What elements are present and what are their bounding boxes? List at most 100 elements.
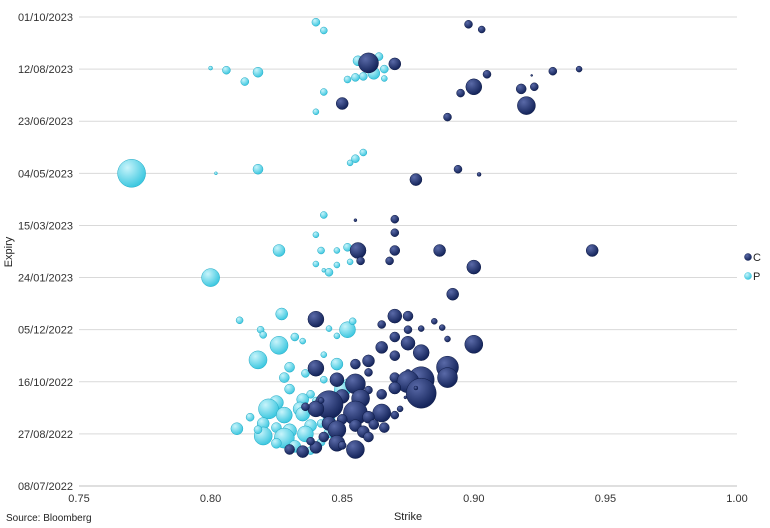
bubble-c (517, 96, 536, 115)
y-tick-label: 23/06/2023 (18, 116, 73, 128)
bubble-c (372, 403, 391, 423)
bubble-p (222, 65, 231, 75)
source-note: Source: Bloomberg (6, 513, 92, 524)
legend-marker-c (744, 253, 752, 261)
bubble-p (343, 75, 352, 84)
bubble-p (311, 17, 321, 27)
bubble-p (284, 361, 295, 373)
bubble-c (548, 66, 558, 76)
bubble-p (317, 246, 325, 255)
bubble-c (437, 367, 458, 388)
bubble-c (385, 256, 394, 266)
bubble-p (240, 77, 250, 86)
legend: CP (744, 252, 761, 283)
bubble-p (325, 325, 333, 332)
bubble-p (351, 73, 360, 82)
bubble-c (368, 419, 380, 430)
x-tick-label: 0.85 (331, 493, 352, 505)
y-tick-label: 24/01/2023 (18, 273, 73, 285)
bubble-c (390, 410, 400, 420)
y-tick-labels: 08/07/2022 27/08/2022 16/10/2022 05/12/2022… (18, 12, 73, 493)
bubble-c (388, 57, 402, 71)
bubble-p (117, 159, 146, 188)
bubble-c (306, 436, 315, 446)
bubble-p (208, 65, 213, 71)
bubble-c (389, 245, 401, 256)
bubble-p (235, 316, 244, 325)
bubble-c (317, 397, 325, 404)
bubble-c (464, 20, 473, 29)
bubble-p (359, 148, 368, 157)
x-axis-title: Strike (394, 511, 422, 523)
bubble-p (259, 331, 267, 339)
bubble-c (446, 287, 459, 301)
y-tick-label: 08/07/2022 (18, 481, 73, 493)
bubble-c (482, 70, 492, 79)
bubble-p (320, 351, 328, 358)
bubble-c (307, 310, 325, 328)
bubble-p (284, 383, 295, 395)
bubble-c (296, 445, 309, 458)
bubble-c (364, 368, 373, 377)
bubble-p (271, 438, 282, 449)
bubble-p (320, 26, 328, 35)
bubble-c (376, 389, 387, 400)
x-tick-label: 0.80 (200, 493, 221, 505)
bubble-c (346, 440, 365, 459)
bubble-c (335, 97, 349, 110)
bubble-p (333, 332, 341, 340)
x-tick-label: 0.90 (463, 493, 484, 505)
bubble-c (417, 325, 425, 332)
bubble-p (321, 268, 327, 273)
bubble-p (230, 422, 244, 435)
bubble-c (403, 395, 408, 400)
bubble-c (403, 325, 413, 334)
bubble-c (444, 335, 451, 343)
bubble-c (409, 173, 423, 186)
bubble-p (245, 412, 255, 422)
bubble-p (301, 369, 310, 378)
y-tick-label: 04/05/2023 (18, 168, 73, 180)
y-tick-label: 16/10/2022 (18, 377, 73, 389)
bubble-c (456, 88, 465, 98)
bubble-c (362, 354, 375, 368)
bubble-c (389, 350, 401, 361)
bubble-p (351, 154, 360, 163)
bubble-p (333, 261, 341, 269)
bubble-c (301, 402, 310, 412)
bubble-c (318, 431, 330, 443)
bubble-p (279, 372, 290, 383)
bubble-c (396, 405, 404, 413)
bubble-c (400, 335, 416, 351)
bubble-c (350, 358, 361, 370)
series-c-bubbles (284, 20, 599, 459)
bubble-c (466, 259, 482, 275)
bubble-p (276, 406, 293, 424)
y-tick-label: 05/12/2022 (18, 325, 73, 337)
bubble-c (431, 318, 438, 325)
bubble-p (380, 64, 389, 74)
bubble-c (433, 244, 446, 257)
bubble-c (377, 320, 386, 329)
bubble-c (575, 65, 583, 73)
legend-marker-p (744, 272, 752, 280)
bubble-c (389, 331, 401, 343)
bubble-p (306, 390, 315, 399)
x-tick-label: 0.75 (68, 493, 89, 505)
bubble-c (465, 78, 483, 96)
bubble-p (320, 375, 328, 384)
bubble-p (248, 350, 268, 370)
bubble-p (330, 357, 344, 371)
bubble-c (390, 228, 400, 237)
bubble-c (307, 359, 325, 377)
bubble-p (214, 171, 218, 176)
bubble-c (337, 441, 347, 450)
bubble-p (348, 317, 357, 326)
bubble-p (324, 268, 334, 277)
bubble-c (363, 431, 374, 443)
bubble-p (333, 247, 341, 254)
bubble-p (290, 332, 300, 342)
bubble-p (381, 75, 388, 82)
x-tick-label: 0.95 (595, 493, 616, 505)
